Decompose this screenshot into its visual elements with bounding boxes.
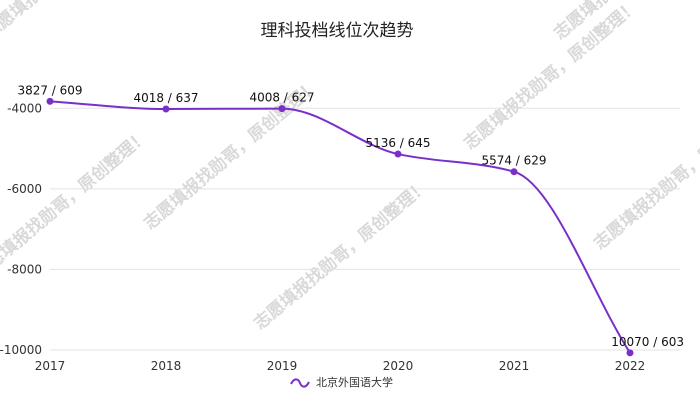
data-label: 5136 / 645 — [365, 136, 430, 150]
data-point — [278, 105, 286, 113]
data-point — [46, 97, 54, 105]
data-point — [510, 168, 518, 176]
watermark-text: 志愿填报找勋哥，原创整理！ — [0, 126, 153, 284]
x-tick-label: 2020 — [383, 359, 414, 373]
x-tick-label: 2017 — [35, 359, 66, 373]
data-labels: 3827 / 609 4018 / 637 4008 / 627 5136 / 645… — [17, 83, 684, 349]
series-layer — [46, 97, 634, 357]
y-axis: -10000 -8000 -6000 -4000 — [0, 101, 42, 357]
y-tick-label: -6000 — [7, 182, 42, 196]
x-tick-label: 2021 — [499, 359, 530, 373]
data-label: 5574 / 629 — [481, 154, 546, 168]
data-label: 4018 / 637 — [133, 91, 198, 105]
legend-series-icon — [290, 378, 310, 388]
legend: 北京外国语大学 — [290, 375, 393, 389]
x-tick-label: 2018 — [151, 359, 182, 373]
data-point — [394, 150, 402, 158]
data-label: 4008 / 627 — [249, 91, 314, 105]
watermark-text: 志愿填报找勋哥，原创整理！ — [250, 176, 433, 334]
x-axis: 2017 2018 2019 2020 2021 2022 — [35, 359, 646, 373]
watermark-layer: 志愿填报找勋哥，原创整理！志愿填报找勋哥，原创整理！志愿填报找勋哥，原创整理！志… — [0, 0, 700, 334]
data-label: 10070 / 603 — [611, 335, 684, 349]
chart-title: 理科投档线位次趋势 — [261, 21, 414, 41]
y-tick-label: -4000 — [7, 101, 42, 115]
watermark-text: 志愿填报找勋哥，原创整理！ — [460, 0, 643, 154]
x-tick-label: 2022 — [615, 359, 646, 373]
x-tick-label: 2019 — [267, 359, 298, 373]
data-point — [162, 105, 170, 113]
data-label: 3827 / 609 — [17, 83, 82, 97]
legend-series-label: 北京外国语大学 — [316, 375, 393, 389]
data-point — [626, 349, 634, 357]
y-tick-label: -10000 — [0, 343, 42, 357]
watermark-text: 志愿填报找勋哥，原创整理！ — [590, 96, 700, 254]
watermark-text: 志愿填报找勋哥，原创整理！ — [0, 0, 163, 44]
y-tick-label: -8000 — [7, 262, 42, 276]
